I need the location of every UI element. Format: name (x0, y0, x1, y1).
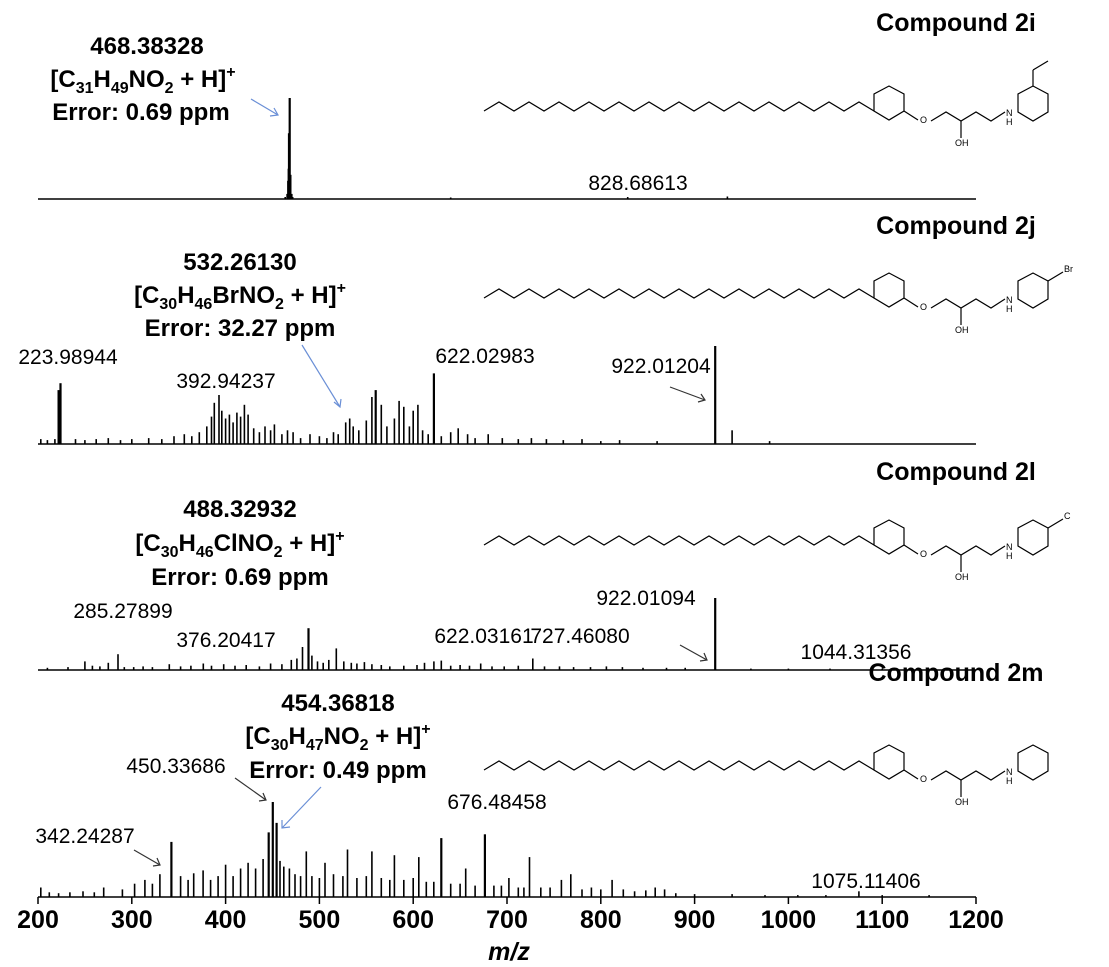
structure-atom-labels: O N H OH (920, 767, 1013, 807)
panel-compound-2l: Compound 2l 488.32932 [C30H46ClNO2 + H]+… (38, 458, 1071, 671)
peaks (39, 346, 771, 444)
panel-compound-2m: Compound 2m 454.36818 [C30H47NO2 + H]+ E… (35, 659, 1049, 898)
panel-compound-2j: Compound 2j 532.26130 [C30H46BrNO2 + H]+… (18, 212, 1073, 445)
main-ion-formula: [C30H46ClNO2 + H]+ (135, 528, 344, 561)
svg-text:H: H (1006, 551, 1013, 561)
arrow-main-ion (250, 98, 279, 117)
peak-label: 285.27899 (73, 600, 172, 623)
arrow-peak-922 (669, 386, 706, 403)
compound-title: Compound 2m (869, 659, 1044, 687)
x-tick-label: 1200 (948, 906, 1004, 934)
arrow-peak-922 (679, 644, 708, 662)
main-ion-annotation: 454.36818 [C30H47NO2 + H]+ Error: 0.49 p… (245, 690, 430, 784)
x-tick-label: 1000 (761, 906, 817, 934)
arrow-peak-450 (234, 777, 267, 802)
x-tick-label: 900 (674, 906, 716, 934)
svg-text:Br: Br (1064, 264, 1073, 274)
structure-atom-labels: O N H OH (920, 108, 1013, 148)
svg-text:O: O (920, 774, 927, 784)
x-tick-label: 500 (299, 906, 341, 934)
structure-atom-labels: O N H OH Br (920, 264, 1073, 335)
main-ion-error: Error: 0.69 ppm (151, 564, 328, 591)
structure-drawing (483, 518, 1064, 572)
compound-title: Compound 2i (876, 9, 1036, 37)
x-tick-label: 800 (580, 906, 622, 934)
structure-drawing (483, 60, 1049, 138)
svg-text:H: H (1006, 117, 1013, 127)
x-tick-label: 300 (111, 906, 153, 934)
svg-text:N: N (1006, 767, 1013, 777)
arrow-main-ion (301, 344, 342, 409)
peak-label: 1044.31356 (801, 641, 912, 664)
main-ion-mz: 454.36818 (281, 690, 394, 717)
peak-label: 223.98944 (18, 346, 118, 369)
x-axis-label: m/z (488, 938, 530, 966)
svg-text:N: N (1006, 295, 1013, 305)
svg-text:OH: OH (955, 138, 969, 148)
x-tick-label: 700 (486, 906, 528, 934)
peak-label: 676.48458 (447, 791, 546, 814)
svg-text:O: O (920, 549, 927, 559)
x-tick-label: 200 (17, 906, 59, 934)
peak-label: 727.46080 (530, 625, 629, 648)
x-tick-labels: 200 300 400 500 600 700 800 900 1000 1100 1200 (17, 906, 1004, 934)
svg-text:O: O (920, 115, 927, 125)
main-ion-mz: 532.26130 (183, 249, 296, 276)
compound-title: Compound 2l (876, 458, 1036, 486)
svg-text:N: N (1006, 108, 1013, 118)
peaks (39, 802, 930, 897)
x-tick-label: 600 (392, 906, 434, 934)
main-ion-formula: [C31H49NO2 + H]+ (50, 64, 235, 97)
peak-label: 450.33686 (126, 755, 225, 778)
structure-drawing (483, 744, 1049, 797)
main-ion-formula: [C30H46BrNO2 + H]+ (134, 280, 346, 313)
svg-text:C: C (1064, 511, 1071, 521)
svg-text:O: O (920, 302, 927, 312)
main-ion-mz: 468.38328 (90, 33, 203, 60)
peaks (46, 598, 930, 670)
svg-text:OH: OH (955, 797, 969, 807)
peak-label: 828.68613 (588, 172, 687, 195)
peak-label: 922.01094 (596, 587, 696, 610)
peak-label: 342.24287 (35, 825, 134, 848)
peak-label: 622.03161 (434, 625, 533, 648)
peak-label: 622.02983 (435, 345, 534, 368)
svg-text:H: H (1006, 304, 1013, 314)
svg-text:H: H (1006, 776, 1013, 786)
x-tick-label: 1100 (855, 906, 909, 934)
peak-label: 1075.11406 (811, 870, 920, 893)
main-ion-annotation: 532.26130 [C30H46BrNO2 + H]+ Error: 32.2… (134, 249, 346, 342)
peak-label: 922.01204 (611, 355, 711, 378)
arrow-main-ion (281, 786, 322, 829)
peak-label: 376.20417 (176, 629, 275, 652)
panel-compound-2i: Compound 2i 468.38328 [C31H49NO2 + H]+ E… (38, 9, 1049, 200)
x-tick-marks (37, 897, 977, 904)
compound-title: Compound 2j (876, 212, 1036, 240)
main-ion-formula: [C30H47NO2 + H]+ (245, 721, 430, 754)
svg-text:OH: OH (955, 572, 969, 582)
peak-label: 392.94237 (176, 370, 275, 393)
main-ion-error: Error: 0.49 ppm (249, 757, 426, 784)
main-ion-error: Error: 32.27 ppm (145, 315, 336, 342)
main-ion-annotation: 488.32932 [C30H46ClNO2 + H]+ Error: 0.69… (135, 496, 344, 591)
x-axis: 200 300 400 500 600 700 800 900 1000 1100 1200 m/z (17, 897, 1004, 966)
x-tick-label: 400 (205, 906, 247, 934)
arrow-peak-342 (133, 849, 161, 867)
structure-atom-labels: O N H OH C (920, 511, 1071, 582)
main-ion-error: Error: 0.69 ppm (52, 99, 229, 126)
svg-text:OH: OH (955, 325, 969, 335)
svg-text:N: N (1006, 542, 1013, 552)
main-ion-annotation: 468.38328 [C31H49NO2 + H]+ Error: 0.69 p… (50, 33, 235, 126)
structure-drawing (483, 271, 1064, 325)
main-ion-mz: 488.32932 (183, 496, 296, 523)
